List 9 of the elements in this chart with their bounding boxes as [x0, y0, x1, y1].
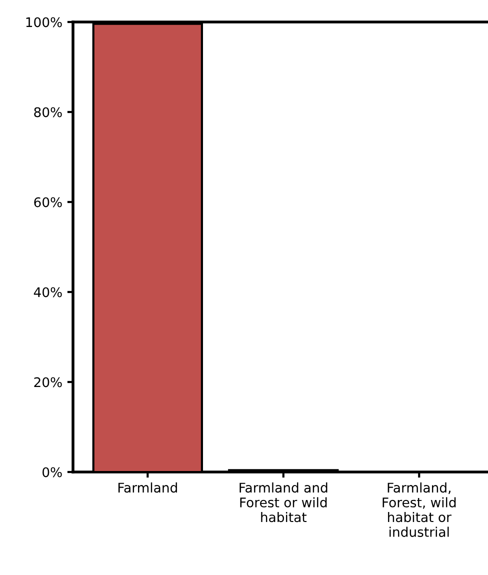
x-tick-label: Farmland	[118, 482, 177, 493]
y-tick-label: 0%	[42, 467, 62, 478]
y-tick-label: 60%	[34, 197, 62, 208]
x-tick-label: Farmland, Forest, wild habitat or industrial	[382, 482, 456, 537]
y-tick-label: 40%	[34, 287, 62, 298]
y-tick-label: 20%	[34, 377, 62, 388]
y-tick-label: 100%	[26, 17, 62, 28]
y-tick-label: 80%	[34, 107, 62, 118]
x-tick-label: Farmland and Forest or wild habitat	[240, 482, 328, 522]
